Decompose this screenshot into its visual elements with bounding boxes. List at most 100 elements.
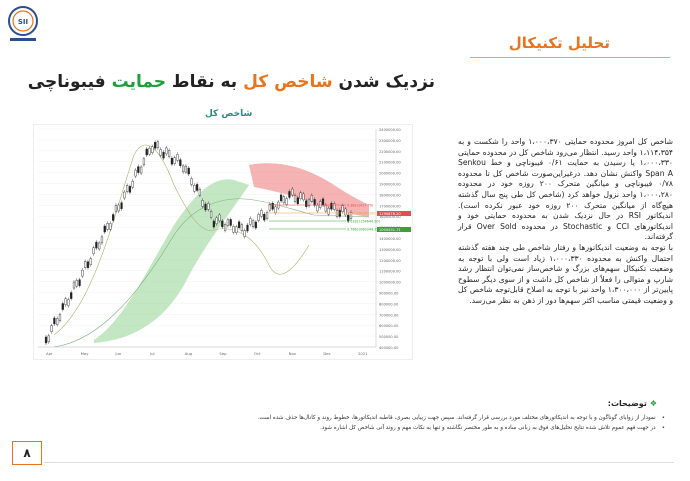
candle bbox=[316, 204, 319, 212]
candle bbox=[193, 185, 196, 192]
candle bbox=[218, 214, 221, 222]
candle bbox=[198, 189, 201, 196]
x-tick-label: Aug bbox=[185, 351, 193, 356]
notes-list: • نمودار از زوایای گوناگون و با توجه به ا… bbox=[45, 413, 665, 433]
cloud-bullish bbox=[94, 179, 249, 343]
y-tick-label: 400000.00 bbox=[379, 346, 399, 350]
candle bbox=[165, 147, 168, 155]
candle bbox=[299, 192, 302, 199]
candle bbox=[70, 292, 73, 299]
headline-highlight-index: شاخص کل bbox=[243, 72, 333, 92]
candle bbox=[103, 225, 106, 233]
candle bbox=[246, 224, 249, 232]
candle bbox=[114, 205, 118, 212]
x-tick-label: May bbox=[81, 351, 90, 356]
candle bbox=[58, 314, 62, 321]
candle bbox=[293, 195, 297, 202]
candle bbox=[207, 203, 210, 210]
y-tick-label: 2300000.00 bbox=[379, 139, 401, 143]
candle bbox=[313, 199, 316, 206]
candle bbox=[184, 165, 188, 173]
candle bbox=[162, 151, 165, 159]
candle bbox=[134, 169, 137, 177]
candle bbox=[240, 224, 243, 231]
candle bbox=[302, 193, 305, 201]
candle bbox=[204, 203, 207, 211]
candle bbox=[142, 158, 146, 166]
candle bbox=[50, 325, 53, 332]
x-tick-label: Apr bbox=[46, 351, 53, 356]
candle bbox=[215, 217, 218, 225]
span-line bbox=[53, 198, 370, 348]
candle bbox=[196, 184, 199, 191]
candle bbox=[131, 180, 134, 188]
candle bbox=[271, 203, 274, 210]
candle bbox=[176, 154, 179, 161]
candle bbox=[168, 150, 171, 157]
candle bbox=[221, 220, 224, 228]
candle bbox=[201, 200, 204, 207]
candle bbox=[232, 226, 235, 233]
headline-part2: به نقاط bbox=[166, 72, 244, 92]
section-title-underline bbox=[470, 57, 670, 58]
candle bbox=[347, 214, 350, 222]
candle bbox=[148, 147, 151, 155]
candle bbox=[223, 224, 227, 231]
section-title: تحلیل تکنیکال bbox=[508, 34, 610, 52]
candle bbox=[237, 221, 241, 229]
candle bbox=[260, 210, 263, 217]
candle bbox=[95, 241, 98, 249]
candle bbox=[112, 214, 115, 221]
candle bbox=[179, 159, 182, 166]
chart-title: شاخص کل bbox=[205, 109, 253, 119]
candle bbox=[126, 185, 129, 192]
candle bbox=[106, 223, 109, 230]
candle bbox=[338, 210, 341, 217]
x-tick-label: Dec bbox=[323, 351, 330, 356]
price-tag-label: 1190876.20 bbox=[379, 212, 401, 216]
y-tick-label: 1400000.00 bbox=[379, 237, 401, 241]
svg-text:SII: SII bbox=[18, 18, 28, 26]
headline-part3: فیبوناچی bbox=[27, 72, 112, 92]
candle bbox=[53, 317, 56, 325]
y-tick-label: 1700000.00 bbox=[379, 204, 401, 208]
y-tick-label: 2100000.00 bbox=[379, 161, 401, 165]
candle bbox=[249, 218, 252, 225]
candle bbox=[61, 303, 64, 310]
candle bbox=[327, 208, 330, 215]
candle bbox=[89, 258, 92, 265]
x-tick-label: Jul bbox=[149, 351, 155, 356]
candle bbox=[285, 198, 288, 205]
index-chart: 2400000.00 2300000.00 2200000.00 2100000.00… bbox=[33, 124, 413, 360]
support-tag-bg bbox=[377, 227, 411, 232]
candle bbox=[140, 166, 143, 174]
candle bbox=[209, 211, 213, 218]
candle bbox=[159, 149, 162, 156]
candle bbox=[341, 205, 344, 212]
candle bbox=[296, 197, 299, 204]
candle bbox=[254, 221, 257, 229]
note-item: • نمودار از زوایای گوناگون و با توجه به ا… bbox=[45, 413, 665, 423]
y-tick-label: 1600000.00 bbox=[379, 215, 401, 219]
candle bbox=[92, 247, 95, 254]
company-logo: SII bbox=[4, 4, 42, 44]
candle bbox=[251, 220, 255, 228]
notes-bullet-icon: ❖ bbox=[649, 399, 657, 408]
page-headline: نزدیک شدن شاخص کل به نقاط حمایت فیبوناچی bbox=[28, 72, 435, 92]
notes-title: توضیحات: bbox=[607, 399, 647, 408]
candle bbox=[268, 204, 271, 211]
candle bbox=[84, 261, 87, 268]
footer-divider bbox=[44, 462, 674, 463]
candle bbox=[349, 212, 353, 219]
candle bbox=[263, 213, 266, 221]
cloud-bearish bbox=[249, 163, 369, 217]
y-tick-label: 700000.00 bbox=[379, 313, 399, 317]
price-tag-bg bbox=[377, 211, 411, 216]
headline-part1: نزدیک شدن bbox=[332, 72, 435, 92]
candle bbox=[265, 212, 269, 219]
candle bbox=[67, 299, 70, 306]
candle bbox=[109, 223, 112, 230]
candle bbox=[182, 165, 185, 173]
candle bbox=[75, 279, 78, 287]
analysis-paragraph-1: شاخص کل امروز محدوده حمایتی ۱،۰۰۰،۳۷۰ وا… bbox=[458, 137, 674, 242]
